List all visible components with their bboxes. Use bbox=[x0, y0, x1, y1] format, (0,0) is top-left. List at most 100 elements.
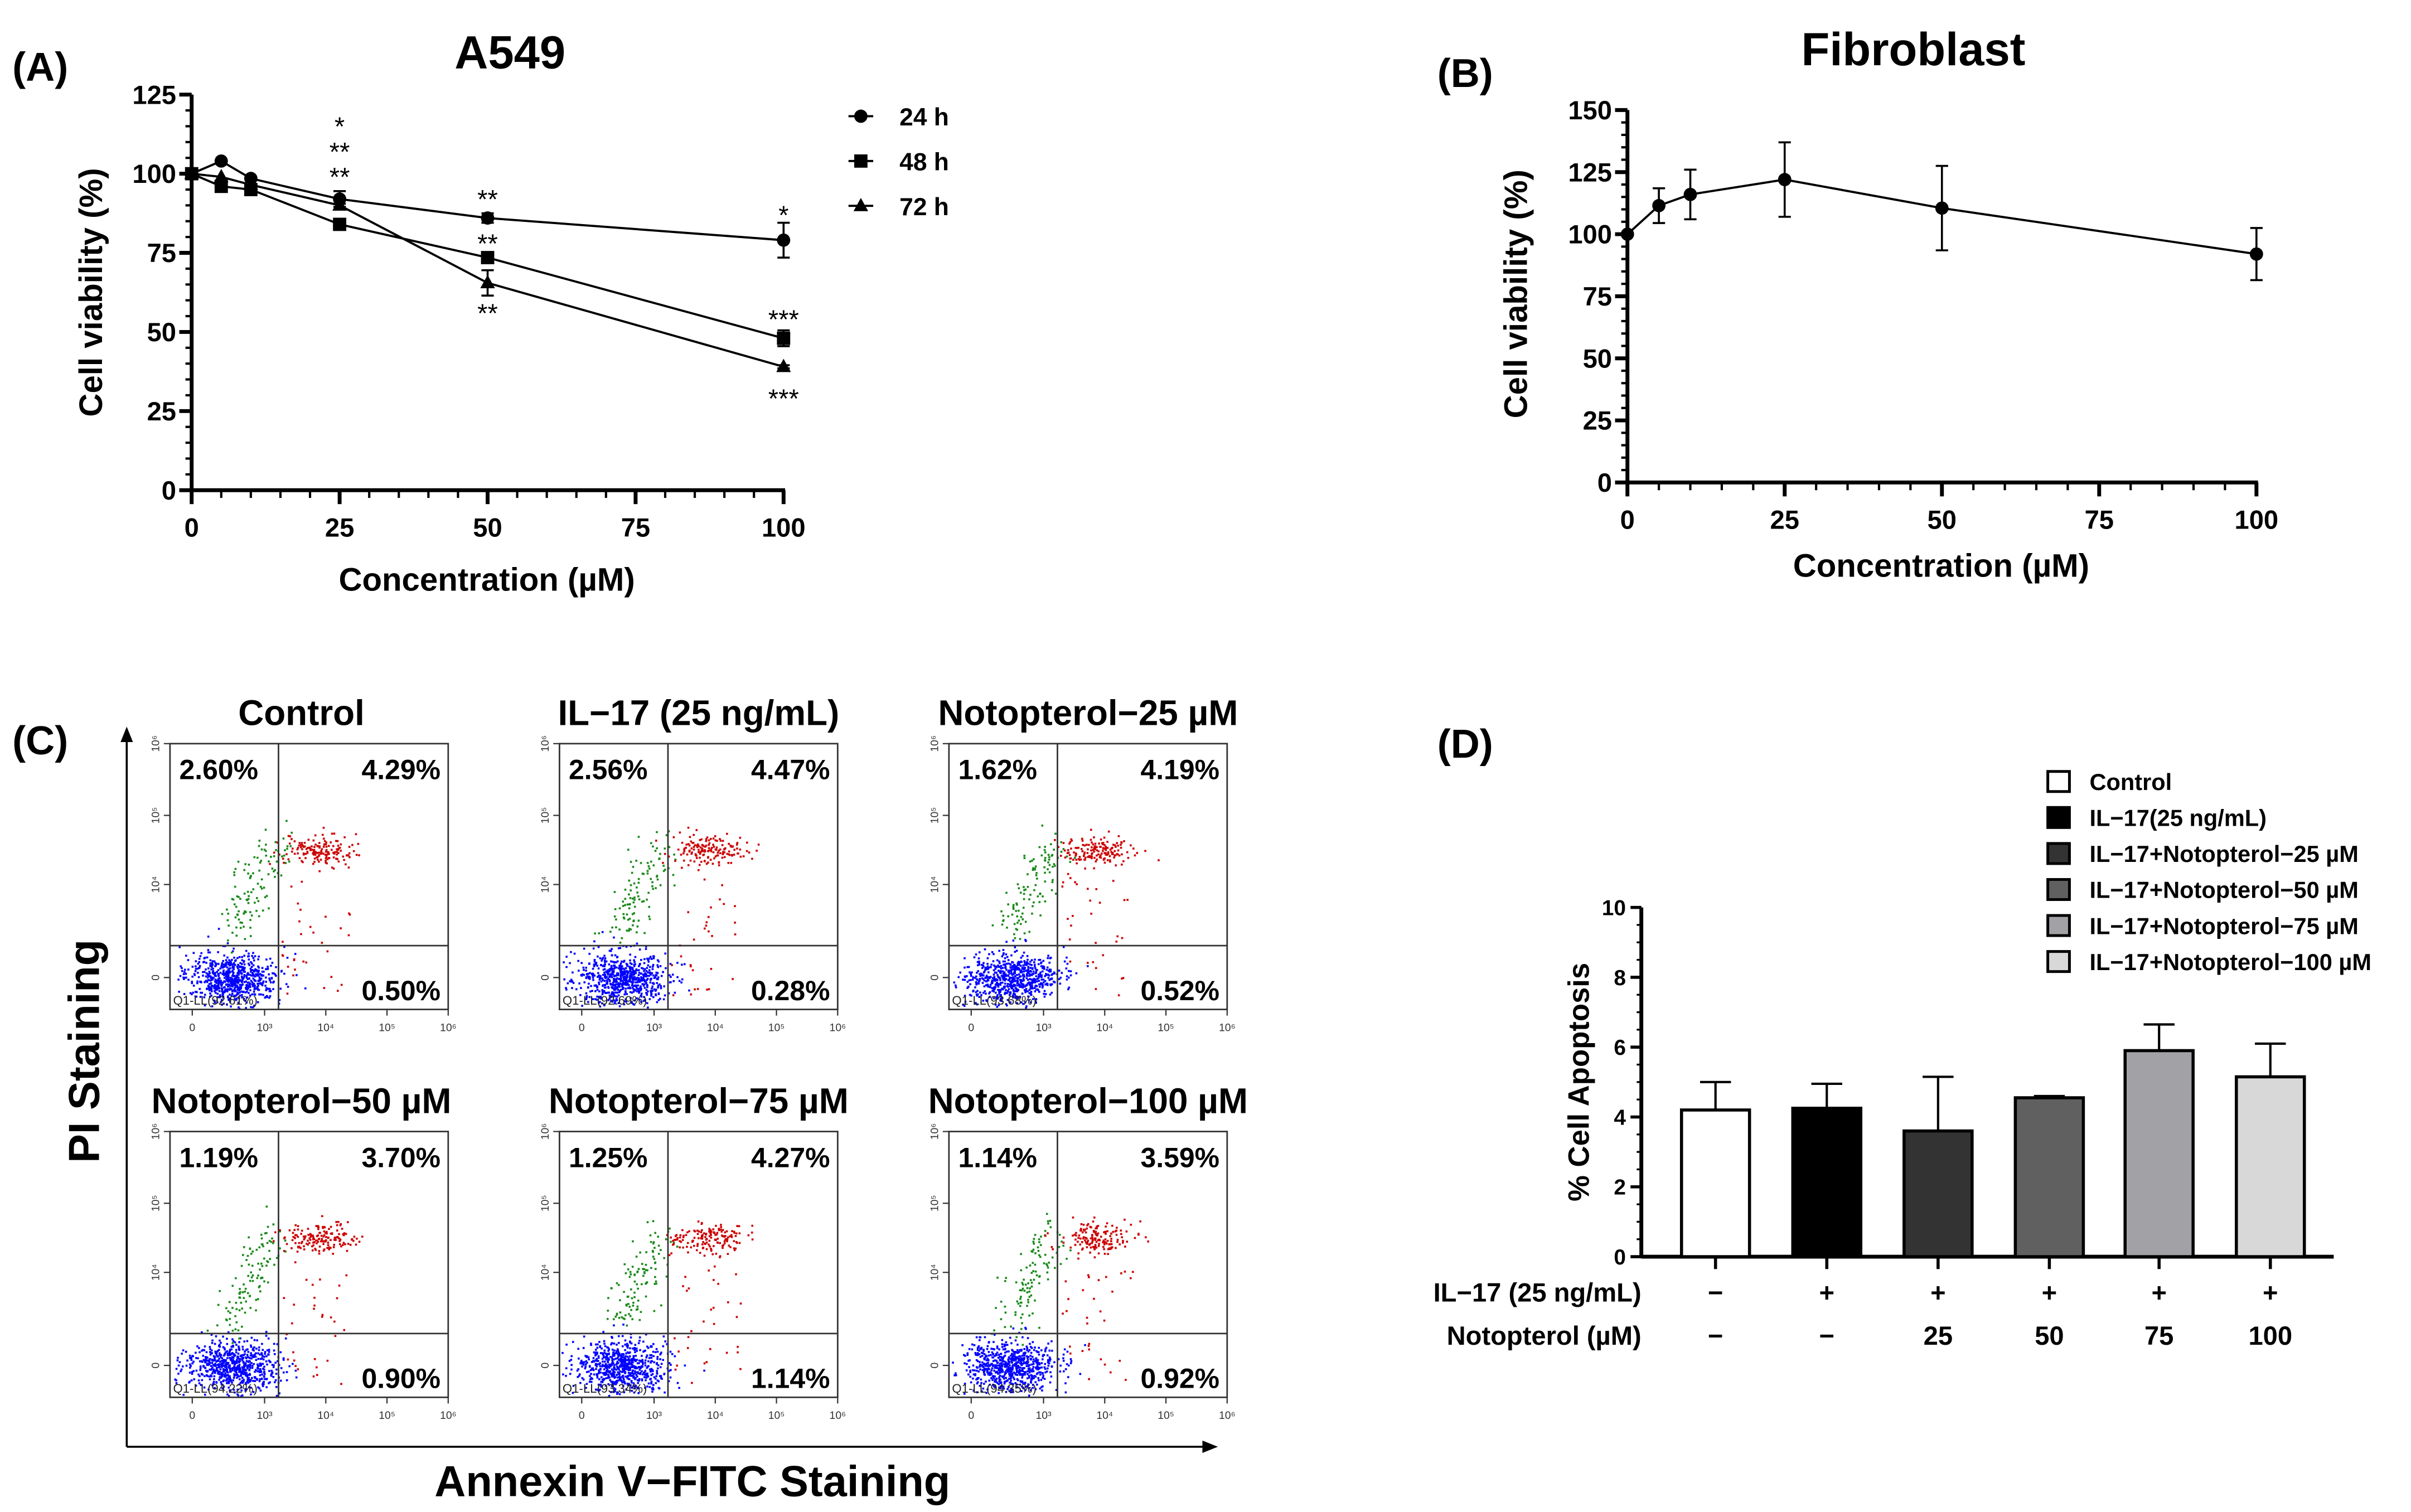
event-dot bbox=[602, 1365, 605, 1367]
event-dot bbox=[690, 993, 693, 996]
event-dot bbox=[666, 1343, 669, 1345]
event-dot bbox=[292, 974, 294, 977]
event-dot bbox=[219, 1339, 221, 1342]
event-dot bbox=[1100, 854, 1102, 856]
event-dot bbox=[659, 983, 661, 986]
event-dot bbox=[335, 857, 337, 860]
event-dot bbox=[1048, 859, 1050, 861]
event-dot bbox=[685, 844, 688, 846]
event-dot bbox=[245, 1007, 247, 1009]
event-dot bbox=[599, 975, 602, 977]
event-dot bbox=[688, 989, 690, 992]
event-dot bbox=[229, 971, 231, 973]
event-dot bbox=[260, 878, 263, 881]
event-dot bbox=[230, 963, 233, 966]
event-dot bbox=[1024, 888, 1027, 891]
event-dot bbox=[667, 992, 670, 995]
event-dot bbox=[1076, 883, 1078, 885]
event-dot bbox=[223, 1364, 225, 1367]
event-dot bbox=[214, 974, 216, 977]
event-dot bbox=[307, 1228, 309, 1230]
event-dot bbox=[644, 1369, 647, 1372]
event-dot bbox=[338, 1240, 341, 1242]
event-dot bbox=[1019, 965, 1022, 967]
event-dot bbox=[1034, 972, 1037, 975]
event-dot bbox=[652, 963, 655, 966]
event-dot bbox=[238, 989, 240, 992]
event-dot bbox=[259, 1374, 262, 1377]
event-dot bbox=[704, 849, 706, 851]
event-dot bbox=[1035, 988, 1038, 991]
event-dot bbox=[1017, 961, 1020, 963]
event-dot bbox=[331, 832, 333, 835]
event-dot bbox=[338, 1243, 341, 1246]
event-dot bbox=[215, 988, 217, 991]
event-dot bbox=[192, 1360, 195, 1363]
event-dot bbox=[620, 977, 622, 980]
event-dot bbox=[226, 1343, 229, 1345]
event-dot bbox=[320, 850, 322, 852]
event-dot bbox=[236, 984, 238, 987]
event-dot bbox=[594, 1349, 597, 1351]
event-dot bbox=[230, 1359, 232, 1361]
event-dot bbox=[230, 1345, 233, 1348]
event-dot bbox=[222, 996, 225, 999]
y-tick-label: 75 bbox=[147, 238, 176, 268]
event-dot bbox=[235, 999, 238, 1001]
event-dot bbox=[272, 1376, 275, 1378]
event-dot bbox=[345, 1274, 348, 1277]
flow-events bbox=[563, 826, 760, 1009]
event-dot bbox=[570, 1368, 573, 1371]
event-dot bbox=[621, 980, 623, 982]
event-dot bbox=[294, 1369, 297, 1372]
event-dot bbox=[642, 985, 645, 987]
event-dot bbox=[204, 1375, 206, 1378]
event-dot bbox=[232, 1356, 234, 1359]
event-dot bbox=[257, 971, 260, 973]
event-dot bbox=[209, 992, 211, 995]
event-dot bbox=[235, 997, 238, 1000]
event-dot bbox=[613, 936, 615, 939]
event-dot bbox=[667, 830, 670, 832]
event-dot bbox=[225, 959, 227, 962]
event-dot bbox=[602, 973, 604, 976]
event-dot bbox=[650, 1382, 652, 1385]
event-dot bbox=[617, 983, 619, 986]
event-dot bbox=[595, 1353, 598, 1356]
event-dot bbox=[247, 1364, 250, 1366]
event-dot bbox=[1010, 954, 1013, 957]
event-dot bbox=[285, 853, 288, 855]
event-dot bbox=[622, 967, 624, 970]
event-dot bbox=[613, 1324, 615, 1327]
event-dot bbox=[228, 959, 230, 962]
event-dot bbox=[985, 992, 987, 995]
event-dot bbox=[622, 1385, 624, 1387]
event-dot bbox=[285, 983, 288, 985]
event-dot bbox=[994, 978, 997, 981]
event-dot bbox=[594, 963, 597, 966]
event-dot bbox=[1018, 963, 1020, 966]
flow-x-tick-label: 10⁵ bbox=[379, 1409, 395, 1422]
event-dot bbox=[594, 1363, 597, 1365]
event-dot bbox=[613, 915, 616, 918]
event-dot bbox=[1002, 978, 1005, 981]
event-dot bbox=[321, 1314, 324, 1316]
event-dot bbox=[224, 991, 226, 994]
event-dot bbox=[657, 999, 660, 1001]
event-dot bbox=[296, 974, 298, 976]
event-dot bbox=[601, 959, 603, 962]
event-dot bbox=[969, 971, 971, 973]
flow-y-tick-label: 10⁶ bbox=[928, 735, 941, 752]
event-dot bbox=[613, 1382, 616, 1384]
event-dot bbox=[243, 1363, 245, 1365]
event-dot bbox=[220, 981, 222, 984]
event-dot bbox=[626, 1377, 629, 1380]
event-dot bbox=[643, 973, 646, 976]
event-dot bbox=[313, 854, 315, 856]
event-dot bbox=[980, 972, 982, 975]
event-dot bbox=[298, 1242, 301, 1244]
event-dot bbox=[1041, 824, 1044, 827]
event-dot bbox=[229, 1324, 231, 1326]
event-dot bbox=[240, 1370, 243, 1373]
event-dot bbox=[294, 1234, 297, 1237]
